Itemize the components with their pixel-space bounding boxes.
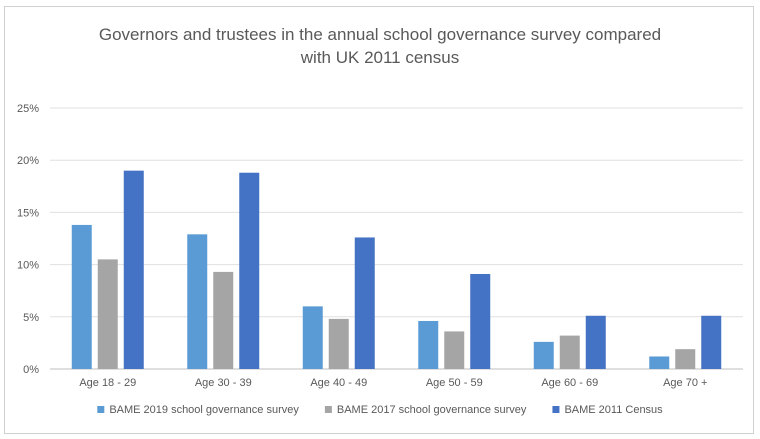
bar xyxy=(328,318,349,369)
bar xyxy=(71,224,92,369)
legend-item: BAME 2019 school governance survey xyxy=(97,404,299,416)
chart-frame: Governors and trustees in the annual sch… xyxy=(4,6,754,434)
legend-swatch xyxy=(324,406,332,413)
y-tick-label: 5% xyxy=(23,312,39,324)
y-tick-label: 0% xyxy=(23,364,39,376)
x-tick-label: Age 70 + xyxy=(663,377,707,389)
legend-swatch xyxy=(552,406,560,413)
bar xyxy=(354,237,375,369)
legend-item: BAME 2017 school governance survey xyxy=(324,404,527,416)
legend-label: BAME 2017 school governance survey xyxy=(337,404,527,416)
y-tick-label: 10% xyxy=(17,260,39,272)
legend-item: BAME 2011 Census xyxy=(552,404,663,416)
legend-label: BAME 2011 Census xyxy=(564,404,663,416)
bar xyxy=(213,271,234,369)
bar xyxy=(585,315,606,369)
bar xyxy=(470,273,491,369)
bar xyxy=(187,234,208,369)
chart-title-line-1: Governors and trustees in the annual sch… xyxy=(98,25,662,44)
bar xyxy=(649,356,670,369)
bar xyxy=(559,335,580,369)
bar xyxy=(239,172,260,369)
x-tick-label: Age 30 - 39 xyxy=(195,377,252,389)
x-tick-label: Age 50 - 59 xyxy=(426,377,483,389)
y-tick-label: 25% xyxy=(17,103,39,115)
legend-label: BAME 2019 school governance survey xyxy=(109,404,299,416)
x-tick-label: Age 40 - 49 xyxy=(310,377,367,389)
y-tick-label: 15% xyxy=(17,207,39,219)
chart-title-line-2: with UK 2011 census xyxy=(300,48,460,67)
bar xyxy=(123,170,144,369)
chart-title: Governors and trustees in the annual sch… xyxy=(5,23,755,69)
x-tick-label: Age 18 - 29 xyxy=(79,377,136,389)
bar xyxy=(302,306,323,369)
bar xyxy=(444,331,465,369)
bar-chart: 0% 5% 10% 15% 20% 25% Age 18 - 29 Age 30 - 39 Ag… xyxy=(17,103,743,416)
bar xyxy=(97,259,118,369)
legend-swatch xyxy=(97,406,105,413)
x-tick-label: Age 60 - 69 xyxy=(541,377,598,389)
bar xyxy=(533,341,554,369)
bar xyxy=(701,315,722,369)
y-tick-label: 20% xyxy=(17,155,39,167)
bar xyxy=(675,349,696,369)
bar xyxy=(418,320,439,369)
